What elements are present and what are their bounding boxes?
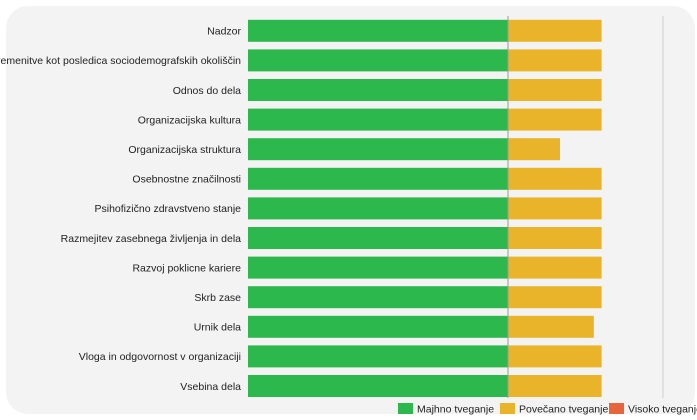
bar-low-risk [248,167,508,190]
category-label: Psihofizično zdravstveno stanje [95,203,242,215]
bar-elevated-risk [508,167,602,190]
bar-low-risk [248,49,508,72]
legend-label: Visoko tveganje [628,404,697,416]
bar-elevated-risk [508,315,594,338]
category-label: Urnik dela [194,322,241,334]
bar-low-risk [248,138,508,161]
bar-elevated-risk [508,108,602,131]
bar-elevated-risk [508,227,602,249]
bar-elevated-risk [508,79,602,101]
bar-elevated-risk [508,19,602,42]
bar-low-risk [248,375,508,397]
bar-elevated-risk [508,138,560,161]
bar-low-risk [248,256,508,279]
bar-elevated-risk [508,256,602,279]
category-label: Vsebina dela [180,381,241,393]
category-label: Odnos do dela [173,85,241,97]
legend-swatch [500,403,515,414]
category-label: Organizacijska struktura [128,144,241,156]
legend-swatch [609,403,624,414]
bar-low-risk [248,197,508,220]
legend-swatch [398,403,413,414]
category-label: Vloga in odgovornost v organizaciji [79,351,241,363]
bar-low-risk [248,315,508,338]
bar-low-risk [248,345,508,368]
bar-low-risk [248,108,508,131]
legend-label: Povečano tveganje [519,404,608,416]
category-label: Razvoj poklicne kariere [132,262,241,274]
bar-elevated-risk [508,345,602,368]
bar-low-risk [248,19,508,42]
category-label: Obremenitve kot posledica sociodemografs… [0,55,241,67]
category-label: Razmejitev zasebnega življenja in dela [61,233,242,245]
legend-label: Majhno tveganje [417,404,494,416]
category-label: Skrb zase [194,292,241,304]
bar-elevated-risk [508,197,602,220]
category-label: Nadzor [207,26,241,38]
category-label: Organizacijska kultura [138,114,241,126]
bar-low-risk [248,79,508,101]
bar-elevated-risk [508,375,602,397]
bar-low-risk [248,286,508,309]
bar-elevated-risk [508,49,602,72]
bar-elevated-risk [508,286,602,309]
category-label: Osebnostne značilnosti [132,174,241,186]
bar-low-risk [248,227,508,249]
